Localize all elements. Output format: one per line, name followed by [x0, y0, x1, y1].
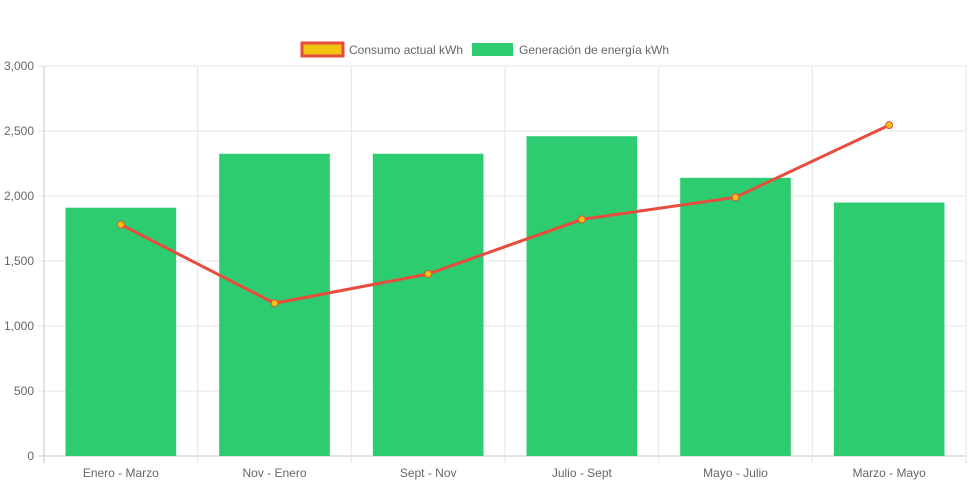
line-point-consumo[interactable] — [270, 299, 279, 308]
legend-swatch-consumo — [300, 41, 345, 58]
legend-label-generacion: Generación de energía kWh — [519, 43, 669, 57]
bar-generacion[interactable] — [65, 207, 177, 456]
line-point-consumo[interactable] — [577, 215, 586, 224]
legend-label-consumo: Consumo actual kWh — [349, 43, 463, 57]
line-point-consumo[interactable] — [885, 121, 894, 130]
y-tick-label: 1,000 — [4, 319, 34, 333]
x-tick-label: Nov - Enero — [242, 466, 306, 480]
x-tick-label: Mayo - Julio — [703, 466, 768, 480]
line-point-consumo[interactable] — [731, 193, 740, 202]
x-axis-ticks: Enero - Marzo Nov - Enero Sept - Nov Julio … — [83, 466, 926, 480]
bar-generacion[interactable] — [526, 136, 638, 456]
legend-item-generacion[interactable]: Generación de energía kWh — [472, 43, 669, 57]
y-tick-label: 1,500 — [4, 254, 34, 268]
x-tick-label: Enero - Marzo — [83, 466, 159, 480]
legend: Consumo actual kWh Generación de energía… — [300, 41, 669, 58]
legend-item-consumo[interactable]: Consumo actual kWh — [300, 41, 463, 58]
y-tick-label: 2,000 — [4, 189, 34, 203]
y-tick-label: 3,000 — [4, 59, 34, 73]
y-axis-ticks: 0 500 1,000 1,500 2,000 2,500 3,000 — [4, 59, 34, 463]
line-consumo — [120, 123, 890, 305]
line-point-consumo[interactable] — [116, 220, 125, 229]
bar-generacion[interactable] — [833, 202, 945, 457]
bar-generacion[interactable] — [680, 177, 791, 457]
x-tick-label: Sept - Nov — [400, 466, 457, 480]
x-tick-label: Julio - Sept — [552, 466, 613, 480]
line-series — [116, 121, 894, 308]
x-tick-label: Marzo - Mayo — [852, 466, 926, 480]
bar-series — [65, 136, 945, 457]
y-tick-label: 0 — [27, 449, 34, 463]
legend-swatch-generacion — [472, 43, 513, 56]
line-point-consumo[interactable] — [424, 270, 433, 278]
y-tick-label: 500 — [14, 384, 34, 398]
y-tick-label: 2,500 — [4, 124, 34, 138]
grid-lines — [38, 65, 967, 463]
bar-generacion[interactable] — [372, 153, 484, 456]
